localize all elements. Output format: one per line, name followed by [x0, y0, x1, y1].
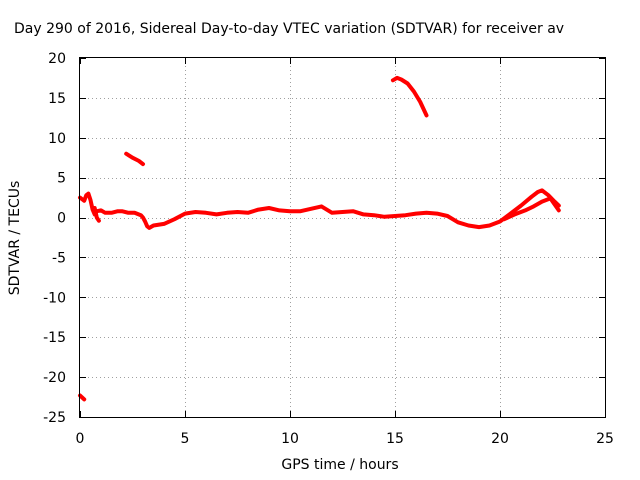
x-tick-label: 15: [386, 431, 404, 447]
x-tick-label: 20: [491, 431, 509, 447]
y-tick-label: -25: [43, 410, 66, 426]
series-line: [502, 196, 561, 222]
y-tick-labels: 20 15 10 5 0 -5 -10 -15 -20 -25: [43, 51, 66, 426]
x-tick-label: 25: [596, 431, 614, 447]
x-tick-label: 5: [181, 431, 190, 447]
y-tick-label: 20: [48, 51, 66, 67]
y-tick-label: 5: [57, 171, 66, 187]
series-line: [124, 151, 145, 167]
series-line: [92, 206, 101, 223]
series-layer: [78, 75, 561, 402]
x-tick-label: 10: [281, 431, 299, 447]
x-tick-label: 0: [76, 431, 85, 447]
chart-title: Day 290 of 2016, Sidereal Day-to-day VTE…: [14, 21, 564, 37]
axis-ticks: [80, 58, 606, 418]
y-tick-label: 15: [48, 91, 66, 107]
y-tick-label: -20: [43, 370, 66, 386]
series-line: [78, 393, 87, 402]
series-line: [78, 188, 561, 230]
x-axis-label: GPS time / hours: [281, 457, 398, 473]
x-tick-labels: 0 5 10 15 20 25: [76, 431, 614, 447]
y-tick-label: -10: [43, 290, 66, 306]
y-tick-label: -5: [52, 250, 66, 266]
y-axis-label: SDTVAR / TECUs: [7, 181, 23, 296]
y-tick-label: 0: [57, 211, 66, 227]
series-line: [390, 75, 429, 118]
plot-frame: [79, 57, 606, 418]
y-tick-label: 10: [48, 131, 66, 147]
y-tick-label: -15: [43, 330, 66, 346]
grid-lines: [80, 58, 605, 417]
